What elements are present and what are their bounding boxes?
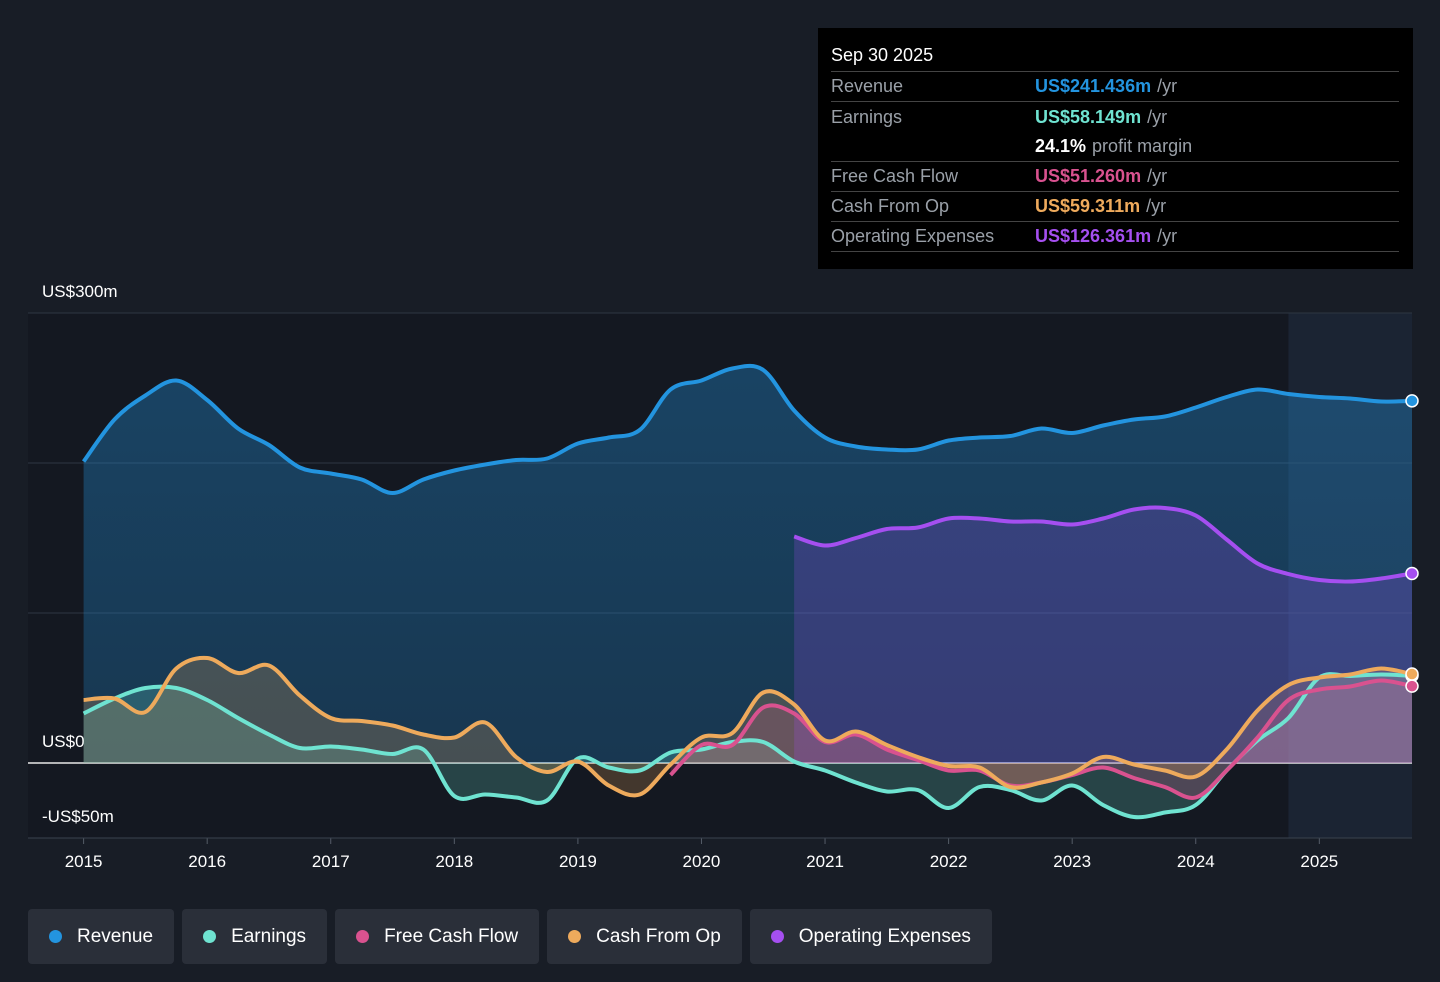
y-tick-label: US$300m <box>42 282 118 301</box>
tooltip: Sep 30 2025 Revenue US$241.436m/yr Earnings… <box>818 28 1413 269</box>
legend-dot <box>49 930 62 943</box>
margin-value: 24.1% <box>1035 136 1087 156</box>
x-tick-label: 2017 <box>312 852 350 871</box>
end-dot <box>1405 566 1419 581</box>
legend-dot <box>568 930 582 943</box>
tooltip-row: Cash From Op US$59.311m/yr <box>831 192 1399 222</box>
tooltip-row: 24.1% profit margin <box>831 132 1399 162</box>
line <box>83 655 1413 798</box>
end-dot <box>1405 667 1419 681</box>
area <box>794 507 1412 763</box>
area <box>83 674 1412 818</box>
legend-label: Free Cash Flow <box>384 925 519 947</box>
tooltip-unit: /yr <box>1147 166 1168 186</box>
x-tick-label: 2025 <box>1300 852 1338 871</box>
legend-label: Cash From Op <box>596 925 721 947</box>
line <box>81 363 1413 495</box>
x-tick-label: 2018 <box>435 852 473 871</box>
legend-dot <box>203 930 217 943</box>
line <box>82 672 1413 820</box>
tooltip-label: Earnings <box>831 106 903 127</box>
tooltip-value: US$126.361m <box>1035 226 1152 246</box>
legend-item[interactable]: Revenue <box>28 909 175 964</box>
tooltip-value: US$58.149m <box>1035 106 1142 127</box>
tooltip-label: Cash From Op <box>831 196 950 216</box>
x-tick-label: 2023 <box>1053 852 1091 871</box>
end-dot <box>1405 679 1419 693</box>
tooltip-unit: /yr <box>1157 76 1178 96</box>
tooltip-label: Operating Expenses <box>831 226 995 246</box>
legend-item[interactable]: Free Cash Flow <box>335 909 540 964</box>
y-tick-label: -US$50m <box>42 807 114 826</box>
line <box>793 505 1413 584</box>
x-tick-label: 2016 <box>188 852 226 871</box>
end-dot <box>1405 394 1419 408</box>
tooltip-value: US$241.436m <box>1035 76 1152 96</box>
tooltip-date: Sep 30 2025 <box>831 28 1399 72</box>
tooltip-label: Revenue <box>831 76 904 96</box>
legend-label: Operating Expenses <box>798 925 971 947</box>
tooltip-unit: /yr <box>1146 196 1167 216</box>
legend-dot <box>770 930 784 943</box>
x-tick-label: 2015 <box>65 852 103 871</box>
tooltip-unit: /yr <box>1157 226 1178 246</box>
legend: Revenue Earnings Free Cash Flow Cash From O… <box>28 909 992 964</box>
tooltip-row: Revenue US$241.436m/yr <box>831 72 1399 102</box>
x-tick-label: 2021 <box>806 852 844 871</box>
tooltip-row: Free Cash Flow US$51.260m/yr <box>831 162 1399 192</box>
x-tick-label: 2020 <box>683 852 721 871</box>
x-tick-label: 2024 <box>1177 852 1215 871</box>
legend-dot <box>356 930 370 943</box>
x-tick-label: 2022 <box>930 852 968 871</box>
margin-label: profit margin <box>1092 136 1193 156</box>
tooltip-value: US$51.260m <box>1035 166 1142 186</box>
area <box>83 365 1412 763</box>
legend-item[interactable]: Cash From Op <box>547 909 742 964</box>
legend-label: Revenue <box>77 925 154 947</box>
x-tick-label: 2019 <box>559 852 597 871</box>
legend-item[interactable]: Operating Expenses <box>749 909 992 964</box>
tooltip-value: US$59.311m <box>1035 196 1141 216</box>
legend-label: Earnings <box>231 925 307 947</box>
tooltip-label: Free Cash Flow <box>831 166 959 186</box>
y-tick-label: US$0 <box>42 732 85 751</box>
tooltip-unit: /yr <box>1147 106 1168 127</box>
legend-item[interactable]: Earnings <box>182 909 328 964</box>
tooltip-row: Earnings US$58.149m/yr <box>831 102 1399 132</box>
tooltip-row: Operating Expenses US$126.361m/yr <box>831 222 1399 252</box>
